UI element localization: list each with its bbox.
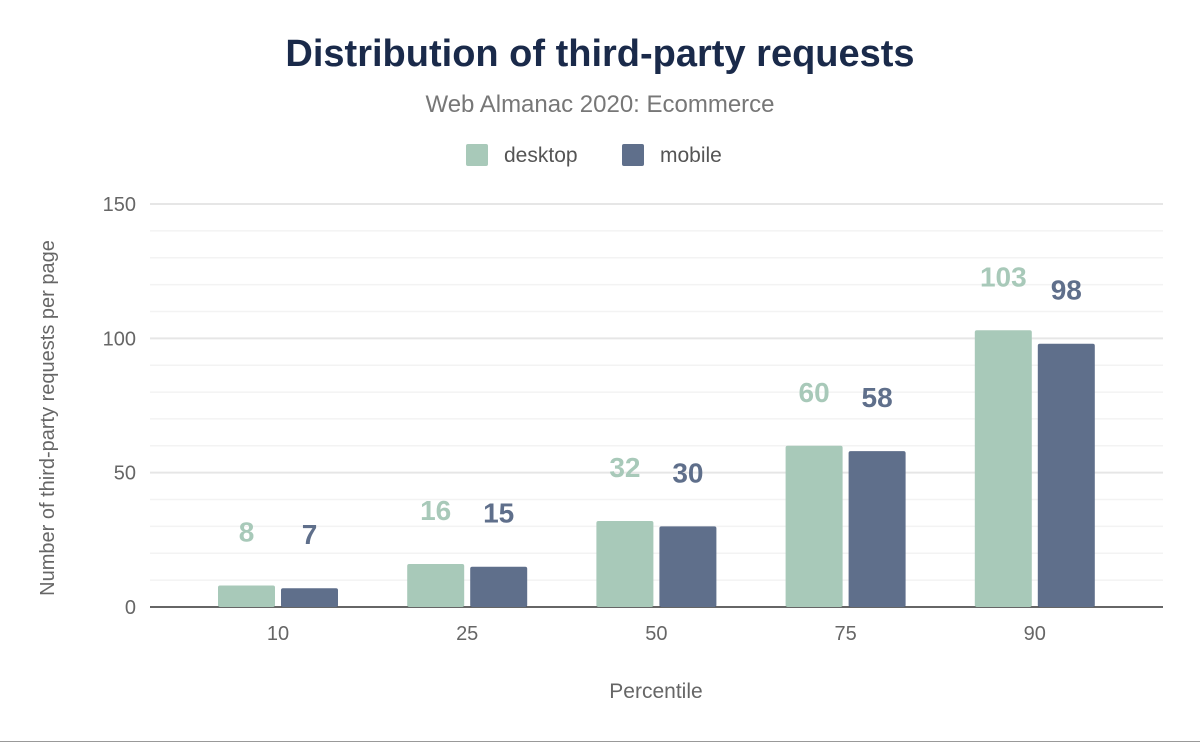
chart-subtitle: Web Almanac 2020: Ecommerce [425,91,774,118]
data-label-desktop: 8 [239,517,255,548]
data-label-mobile: 98 [1051,275,1082,306]
legend-swatch-mobile [622,144,644,166]
x-tick-label: 50 [645,623,667,645]
x-axis-title: Percentile [609,680,702,703]
bars: 10 8 7 25 16 15 50 32 30 75 60 58 90 103 98 [218,261,1095,645]
bar-mobile [470,566,528,607]
bar-mobile [659,526,717,607]
chart-title: Distribution of third-party requests [285,33,914,75]
x-tick-label: 25 [456,623,478,645]
bar-mobile [281,588,338,607]
data-label-mobile: 7 [302,519,318,550]
legend: desktop mobile [466,144,722,167]
bar-desktop [974,330,1032,607]
data-label-desktop: 16 [420,495,451,526]
grid: 0 50 100 150 [103,194,1163,619]
x-tick-label: 90 [1024,623,1046,645]
data-label-mobile: 15 [483,498,514,529]
y-tick-label: 0 [125,597,136,619]
data-label-desktop: 32 [609,452,640,483]
x-tick-label: 10 [267,623,289,645]
y-tick-label: 50 [114,463,136,485]
legend-swatch-desktop [466,144,488,166]
legend-label-desktop: desktop [504,144,578,167]
legend-label-mobile: mobile [660,144,722,167]
x-tick-label: 75 [834,623,856,645]
bar-desktop [596,521,654,607]
y-axis-title: Number of third-party requests per page [37,240,59,596]
bar-desktop [218,585,275,607]
bar-mobile [1037,343,1095,607]
data-label-mobile: 30 [672,457,703,488]
bar-mobile [848,451,906,607]
data-label-mobile: 58 [862,382,893,413]
data-label-desktop: 103 [980,261,1027,292]
y-tick-label: 100 [103,328,136,350]
data-label-desktop: 60 [799,377,830,408]
bar-desktop [785,445,843,607]
bar-desktop [407,564,465,607]
y-tick-label: 150 [103,194,136,216]
